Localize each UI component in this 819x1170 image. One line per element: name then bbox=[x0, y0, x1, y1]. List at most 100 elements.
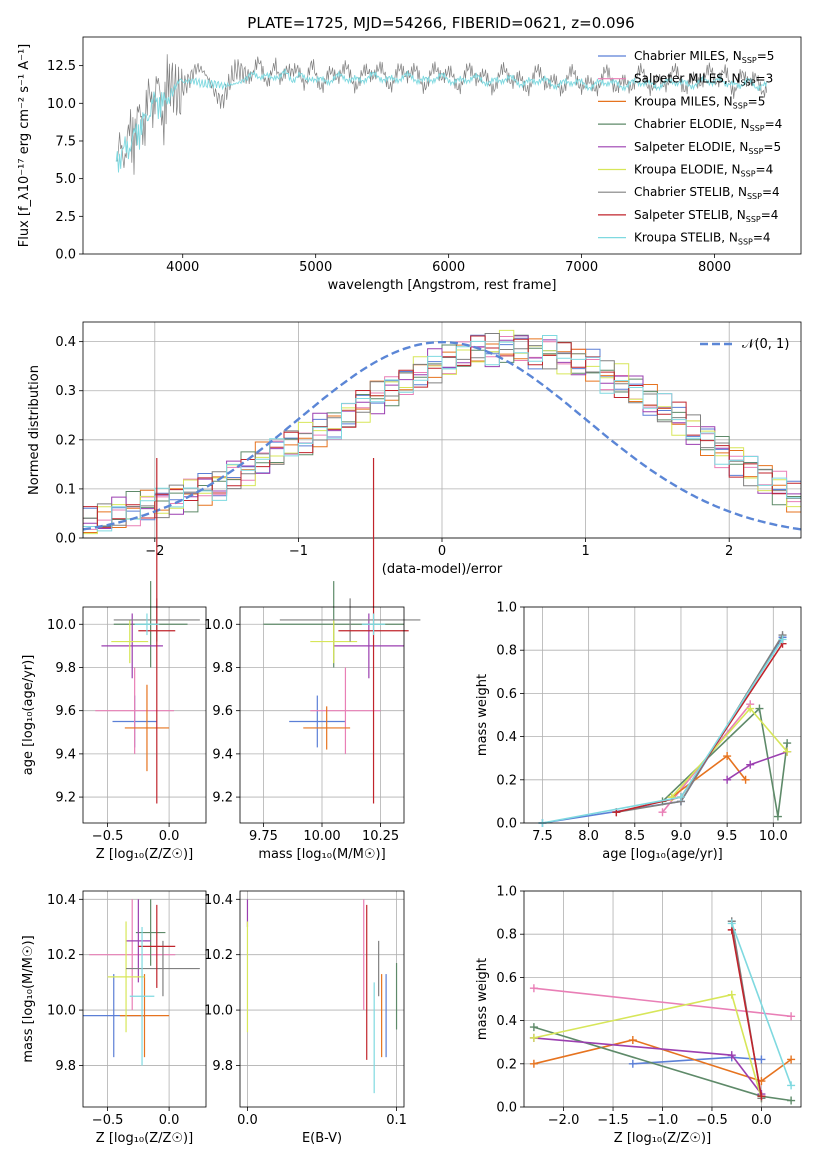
marker-Kroupa STELIB bbox=[676, 793, 685, 802]
x-tick-label: 0.1 bbox=[386, 1113, 407, 1128]
axes-frame bbox=[82, 606, 207, 824]
legend-entry: Kroupa STELIB, NSSP=4 bbox=[634, 231, 771, 247]
x-tick-label: 4000 bbox=[166, 260, 199, 275]
x-tick-label: 7000 bbox=[565, 260, 598, 275]
legend-entry: Salpeter MILES, NSSP=3 bbox=[634, 72, 773, 88]
y-axis-label: mass weight bbox=[475, 958, 490, 1040]
weight-line-Salpeter STELIB bbox=[731, 929, 763, 1097]
plot-area bbox=[240, 891, 404, 1107]
marker-Kroupa MILES bbox=[723, 752, 732, 761]
y-tick-label: 10.0 bbox=[204, 1004, 233, 1019]
legend-entry: Chabrier STELIB, NSSP=4 bbox=[634, 185, 780, 201]
figure-title: PLATE=1725, MJD=54266, FIBERID=0621, z=0… bbox=[247, 14, 634, 32]
y-tick-label: 0.6 bbox=[496, 687, 517, 702]
legend-entry: 𝒩(0, 1) bbox=[742, 337, 789, 352]
x-tick-label: 8.5 bbox=[624, 829, 645, 844]
y-tick-label: 0.2 bbox=[496, 773, 517, 788]
x-tick-label: 9.5 bbox=[717, 829, 738, 844]
marker-Salpeter MILES bbox=[787, 1012, 796, 1021]
legend-entry: Kroupa MILES, NSSP=5 bbox=[634, 94, 765, 110]
y-axis-label: Normed distribution bbox=[27, 365, 42, 495]
x-tick-label: −0.5 bbox=[92, 1113, 124, 1128]
y-tick-label: 9.8 bbox=[55, 661, 76, 676]
y-tick-label: 9.4 bbox=[212, 747, 233, 762]
y-tick-label: 7.5 bbox=[55, 134, 76, 149]
y-axis-label: Flux [f_λ10⁻¹⁷ erg cm⁻² s⁻¹ A⁻¹] bbox=[17, 44, 32, 248]
legend-entry: Salpeter ELODIE, NSSP=5 bbox=[634, 140, 781, 156]
panel-age-vs-mass: 9.75 10.00 10.25 9.2 9.4 9.6 9.8 10.0 mass [log₁… bbox=[204, 457, 421, 862]
x-tick-label: 0 bbox=[438, 544, 446, 559]
axes-frame bbox=[239, 606, 405, 824]
x-tick-label: 6000 bbox=[432, 260, 465, 275]
axes-frame bbox=[239, 890, 405, 1108]
x-tick-label: 9.0 bbox=[671, 829, 692, 844]
weight-line-Salpeter MILES bbox=[533, 987, 792, 1018]
x-tick-label: 10.00 bbox=[303, 829, 340, 844]
x-axis-label: E(B-V) bbox=[302, 1131, 342, 1146]
y-tick-label: 10.0 bbox=[47, 97, 76, 112]
legend-entry: Salpeter STELIB, NSSP=4 bbox=[634, 208, 778, 224]
x-tick-label: 9.75 bbox=[249, 829, 278, 844]
x-tick-label: 8.0 bbox=[578, 829, 599, 844]
y-tick-label: 9.8 bbox=[212, 1059, 233, 1074]
y-tick-label: 0.0 bbox=[496, 817, 517, 832]
y-tick-label: 0.4 bbox=[496, 730, 517, 745]
axes-frame bbox=[82, 36, 802, 255]
weight-line-Chabrier ELODIE bbox=[661, 706, 788, 817]
y-tick-label: 9.2 bbox=[212, 791, 233, 806]
weight-line-Kroupa STELIB bbox=[731, 923, 792, 1086]
marker-Kroupa MILES bbox=[787, 1055, 796, 1064]
axes-frame bbox=[82, 890, 207, 1108]
axes-frame bbox=[82, 321, 802, 539]
y-tick-label: 10.0 bbox=[47, 618, 76, 633]
x-tick-label: 8000 bbox=[698, 260, 731, 275]
marker-Salpeter MILES bbox=[658, 808, 667, 817]
legend-entry: Kroupa ELODIE, NSSP=4 bbox=[634, 163, 773, 179]
marker-Kroupa STELIB bbox=[787, 1081, 796, 1090]
y-axis-label: age [log₁₀(age/yr)] bbox=[21, 655, 36, 776]
axes-frame bbox=[523, 890, 802, 1108]
marker-Kroupa ELODIE bbox=[727, 990, 736, 999]
x-tick-label: −0.5 bbox=[696, 1113, 728, 1128]
marker-Chabrier ELODIE bbox=[787, 1096, 796, 1105]
spectrum-line-model bbox=[115, 68, 768, 173]
panel-mass-vs-Z: −0.5 0.0 9.8 10.0 10.2 10.4 Z [log₁₀(Z/Z☉)] mas… bbox=[21, 890, 207, 1146]
panel-weight-vs-Z: −2.0 −1.5 −1.0 −0.5 0.0 0.0 0.2 0.4 0.6 0.8 1.0 Z [… bbox=[475, 885, 802, 1146]
marker-Chabrier ELODIE bbox=[529, 1023, 538, 1032]
y-tick-label: 2.5 bbox=[55, 210, 76, 225]
x-axis-label: Z [log₁₀(Z/Z☉)] bbox=[96, 1131, 193, 1146]
y-tick-label: 0.4 bbox=[55, 335, 76, 350]
x-tick-label: 10.0 bbox=[759, 829, 788, 844]
x-tick-label: −2.0 bbox=[548, 1113, 580, 1128]
y-tick-label: 0.2 bbox=[496, 1057, 517, 1072]
y-tick-label: 10.0 bbox=[47, 1004, 76, 1019]
x-axis-label: Z [log₁₀(Z/Z☉)] bbox=[614, 1131, 711, 1146]
marker-Chabrier ELODIE bbox=[783, 739, 792, 748]
panel-mass-vs-EBV: 0.0 0.1 9.8 10.0 10.2 10.4 E(B-V) bbox=[204, 890, 407, 1146]
x-axis-label: wavelength [Angstrom, rest frame] bbox=[328, 278, 557, 293]
panel-residuals: −2 −1 0 1 2 0.0 0.1 0.2 0.3 0.4 (data-model)/error… bbox=[27, 321, 802, 577]
plot-area bbox=[83, 607, 206, 823]
y-tick-label: 10.2 bbox=[47, 948, 76, 963]
marker-Kroupa ELODIE bbox=[783, 747, 792, 756]
x-axis-label: Z [log₁₀(Z/Z☉)] bbox=[96, 847, 193, 862]
normal-curve bbox=[82, 341, 802, 531]
y-tick-label: 10.4 bbox=[47, 893, 76, 908]
x-tick-label: 10.25 bbox=[362, 829, 399, 844]
y-tick-label: 1.0 bbox=[496, 601, 517, 616]
x-tick-label: −2 bbox=[145, 544, 164, 559]
marker-Chabrier ELODIE bbox=[773, 812, 782, 821]
x-axis-label: age [log₁₀(age/yr)] bbox=[602, 847, 723, 862]
marker-Salpeter ELODIE bbox=[727, 1051, 736, 1060]
x-tick-label: −0.5 bbox=[92, 829, 124, 844]
panel-weight-vs-age: 7.5 8.0 8.5 9.0 9.5 10.0 0.0 0.2 0.4 0.6 0.8 1.0 age… bbox=[475, 601, 802, 862]
x-tick-label: −1 bbox=[289, 544, 308, 559]
y-tick-label: 9.6 bbox=[55, 704, 76, 719]
marker-Salpeter ELODIE bbox=[746, 760, 755, 769]
y-tick-label: 10.2 bbox=[204, 948, 233, 963]
y-tick-label: 10.0 bbox=[204, 618, 233, 633]
marker-Kroupa MILES bbox=[628, 1036, 637, 1045]
axes-frame bbox=[523, 606, 802, 824]
y-tick-label: 0.3 bbox=[55, 384, 76, 399]
